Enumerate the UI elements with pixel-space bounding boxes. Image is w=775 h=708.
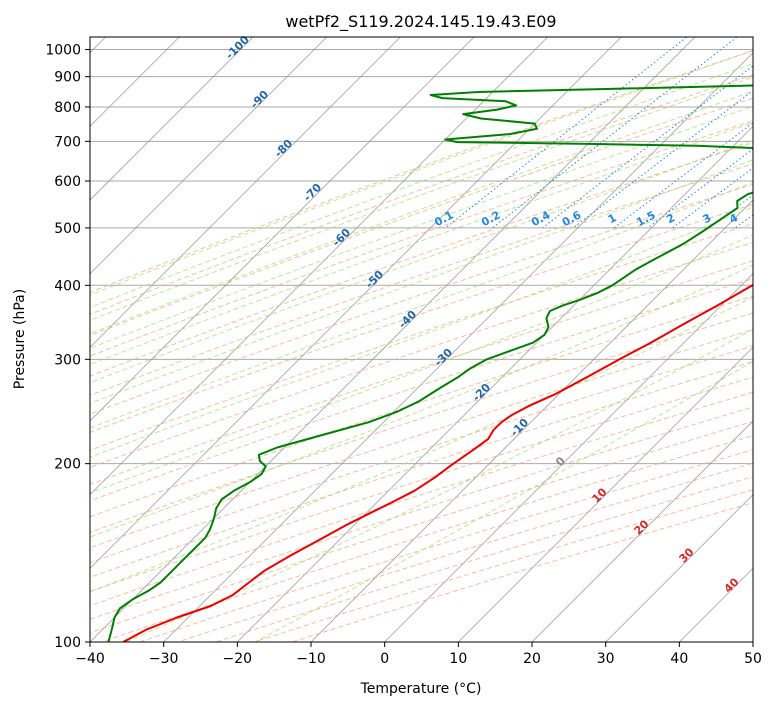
moist-adiabat-line [90, 63, 753, 308]
x-tick-label: 50 [744, 651, 762, 667]
dry-adiabat-line [90, 406, 753, 620]
moist-adiabat-line [90, 234, 753, 494]
dry-adiabat-line [214, 476, 753, 642]
dry-adiabat-label: -30 [432, 346, 455, 369]
isotherm-line [90, 37, 475, 422]
isotherm-line [752, 641, 753, 642]
mixing-ratio-label: 0.4 [529, 208, 553, 229]
x-tick-label: 10 [449, 651, 467, 667]
moist-adiabat-line [90, 206, 753, 458]
dry-adiabat-label: -20 [470, 381, 493, 404]
dry-adiabat-label: -60 [330, 226, 353, 249]
x-tick-label: −10 [296, 651, 326, 667]
y-tick-label: 400 [54, 278, 81, 294]
dry-adiabat-label: -80 [272, 137, 295, 160]
moist-adiabat-line [90, 50, 753, 296]
dry-adiabat-line [176, 462, 753, 642]
isotherm-line [531, 420, 753, 642]
y-tick-label: 200 [54, 457, 81, 473]
isotherm-line [90, 37, 549, 496]
mixing-ratio-label: 1.5 [634, 209, 657, 230]
dry-adiabat-label: -90 [248, 88, 271, 111]
dry-adiabat-line [90, 329, 753, 549]
isopleth-labels: 0.1 0.2 0.4 0.6 1 1.5 2 3 4-100-90-80-70-60-50-4… [223, 33, 742, 596]
x-tick-label: 30 [597, 651, 615, 667]
isotherm-line [457, 346, 753, 642]
y-tick-label: 100 [54, 635, 81, 651]
moist-adiabat-line [90, 181, 753, 429]
isotherm-line [90, 37, 696, 642]
dry-adiabat-line [99, 435, 753, 642]
moist-adiabat-line [90, 296, 753, 593]
isotherm-line [90, 37, 401, 348]
isotherm-line [605, 494, 753, 642]
moist-adiabat-line [125, 328, 753, 642]
dry-adiabat-line [90, 142, 753, 377]
x-axis-label: Temperature (°C) [360, 681, 482, 697]
dry-adiabat-label: 10 [590, 485, 610, 505]
x-tick-label: 0 [380, 651, 389, 667]
y-axis-label: Pressure (hPa) [12, 289, 28, 389]
moist-adiabat-line [90, 105, 753, 349]
mixing-ratio-label: 2 [664, 211, 677, 226]
dry-adiabat-line [90, 260, 753, 485]
dry-adiabat-label: -10 [508, 416, 531, 439]
grid-layer [90, 37, 753, 642]
mixing-ratio-line [647, 148, 753, 229]
dewpoint-profile [107, 84, 753, 642]
dry-adiabat-label: -70 [301, 181, 324, 204]
dry-adiabat-line [90, 391, 753, 607]
isotherm-line [90, 37, 180, 127]
moist-adiabat-line [90, 139, 753, 384]
isotherm-line [236, 125, 753, 642]
dry-adiabat-line [252, 489, 753, 642]
mixing-ratio-line [572, 90, 753, 229]
y-tick-label: 600 [54, 174, 81, 190]
dry-adiabat-line [90, 278, 753, 502]
x-tick-label: 40 [670, 651, 688, 667]
isotherm-line [90, 37, 254, 201]
moist-adiabat-line [90, 121, 753, 366]
isotherm-line [384, 273, 753, 642]
axis-ticks: −40 −30 −20 −10 0 10 20 30 40 50 100 200 300 400 500 60… [45, 43, 762, 667]
y-tick-label: 900 [54, 70, 81, 86]
x-tick-label: 20 [523, 651, 541, 667]
y-tick-label: 300 [54, 352, 81, 368]
isotherm-line [90, 37, 328, 275]
y-tick-label: 800 [54, 100, 81, 116]
dry-adiabat-label: 30 [677, 545, 697, 565]
y-tick-label: 500 [54, 221, 81, 237]
dry-adiabat-label: -50 [363, 268, 386, 291]
isotherm-line [310, 199, 753, 642]
dry-adiabat-line [290, 502, 753, 642]
moist-adiabat-line [90, 159, 753, 404]
series-layer [107, 84, 753, 642]
temperature-profile [122, 283, 753, 642]
dry-adiabat-label: -40 [396, 308, 419, 331]
dry-adiabat-line [90, 203, 753, 433]
x-tick-label: −40 [75, 651, 105, 667]
chart-title: wetPf2_S119.2024.145.19.43.E09 [285, 12, 556, 32]
moist-adiabat-line [90, 90, 753, 335]
moist-adiabat-line [90, 76, 753, 321]
mixing-ratio-label: 1 [606, 211, 619, 226]
plot-frame [89, 36, 754, 643]
dry-adiabat-label: 40 [722, 575, 742, 595]
mixing-ratio-line [542, 65, 753, 229]
y-tick-label: 700 [54, 134, 81, 150]
y-tick-label: 1000 [45, 43, 81, 59]
x-tick-label: −20 [223, 651, 253, 667]
mixing-ratio-line [492, 37, 738, 229]
mixing-ratio-line [445, 37, 688, 229]
dry-adiabat-line [138, 449, 753, 642]
x-tick-label: −30 [149, 651, 179, 667]
isotherm-line [163, 52, 753, 642]
mixing-ratio-label: 0.1 [432, 208, 455, 229]
moist-adiabat-line [90, 264, 753, 538]
